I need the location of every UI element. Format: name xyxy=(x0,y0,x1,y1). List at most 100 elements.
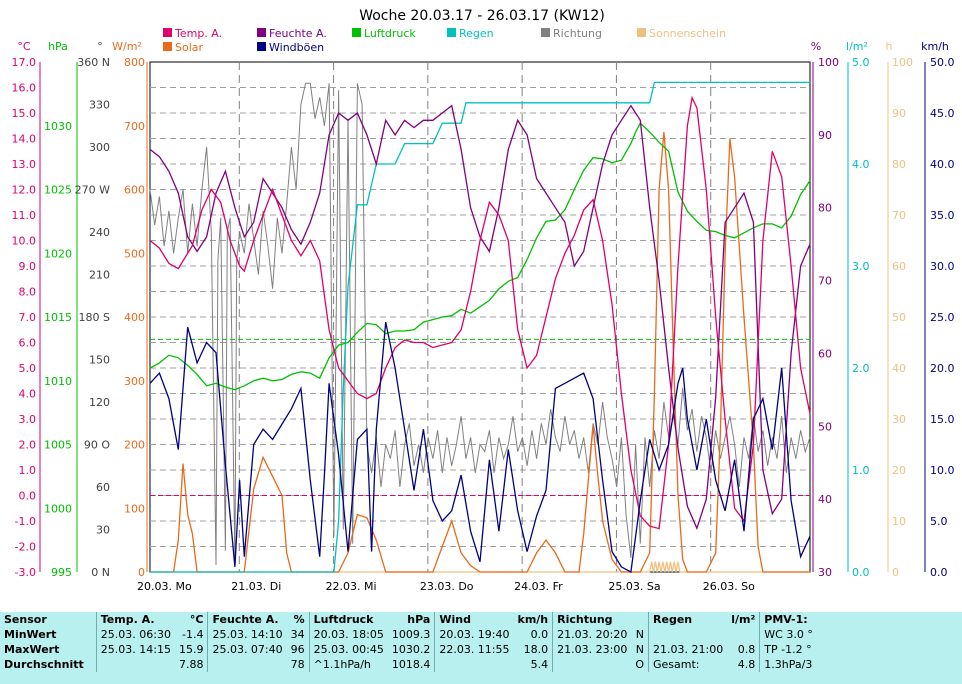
y-tick-label: 50 xyxy=(892,311,906,324)
axis-unit-label: % xyxy=(811,40,821,53)
y-tick-label: 700 xyxy=(124,120,145,133)
stats-spacer xyxy=(88,612,97,627)
legend-swatch xyxy=(637,28,646,37)
y-tick-label: -3.0 xyxy=(15,566,36,579)
y-tick-label: 10.0 xyxy=(12,235,37,248)
legend-label: Luftdruck xyxy=(364,27,416,40)
y-tick-label: 4.0 xyxy=(852,158,870,171)
statistics-table: Sensor Temp. A. °C Feuchte A.% Luftdruck hPa W… xyxy=(0,612,817,672)
y-tick-label: 300 xyxy=(124,375,145,388)
legend-swatch xyxy=(352,28,361,37)
stats-cell-time: 25.03. 07:40 xyxy=(207,642,287,657)
y-tick-label: 400 xyxy=(124,311,145,324)
stats-cell-time xyxy=(207,657,287,672)
y-tick-label: 180 S xyxy=(79,311,110,324)
stats-cell-time: 20.03. 18:05 xyxy=(308,627,388,642)
axis-unit-label: km/h xyxy=(921,40,949,53)
y-tick-label: 35.0 xyxy=(930,209,955,222)
grid xyxy=(150,62,810,572)
y-tick-label: 10 xyxy=(892,515,906,528)
statistics-panel: Sensor Temp. A. °C Feuchte A.% Luftdruck hPa W… xyxy=(0,612,962,684)
stats-unit: % xyxy=(293,613,305,626)
y-tick-label: 995 xyxy=(51,566,72,579)
y-tick-label: 2.0 xyxy=(852,362,870,375)
y-tick-label: 90 xyxy=(818,129,832,142)
y-tick-label: 100 xyxy=(892,56,913,69)
y-axes: 17.0 16.0 15.0 14.0 13.0 12.0 11.0 10.0 9.0 8.0 7.… xyxy=(12,56,955,579)
stats-cell: 1.3hPa/3 xyxy=(759,657,817,672)
y-tick-label: 1010 xyxy=(44,375,72,388)
y-tick-label: 210 xyxy=(89,269,110,282)
x-tick-label: 21.03. Di xyxy=(231,580,281,593)
stats-row: MaxWert 25.03. 14:15 15.9 25.03. 07:40 96 25.… xyxy=(0,642,817,657)
x-tick-label: 25.03. Sa xyxy=(608,580,660,593)
y-tick-label: 45.0 xyxy=(930,107,955,120)
y-tick-label: 30 xyxy=(892,413,906,426)
x-tick-label: 22.03. Mi xyxy=(326,580,377,593)
y-tick-label: 90 O xyxy=(84,439,110,452)
y-tick-label: 50 xyxy=(818,420,832,433)
y-tick-label: 20 xyxy=(892,464,906,477)
stats-cell-value: O xyxy=(635,658,645,671)
y-tick-label: 30.0 xyxy=(930,260,955,273)
y-tick-label: 500 xyxy=(124,247,145,260)
stats-cell-value: -1.4 xyxy=(181,628,204,641)
stats-cell-time: 21.03. 21:00 xyxy=(648,642,728,657)
y-tick-label: 1000 xyxy=(44,502,72,515)
axis-unit-label: l/m² xyxy=(846,40,868,53)
y-tick-label: 1.0 xyxy=(852,464,870,477)
y-tick-label: 0 N xyxy=(91,566,110,579)
stats-cell: TP -1.2 ° xyxy=(759,642,817,657)
series-line-temp xyxy=(149,95,811,530)
series-line-wind xyxy=(149,321,811,574)
y-tick-label: 5.0 xyxy=(19,362,37,375)
series-line-pressure xyxy=(149,122,811,391)
y-tick-label: 0.0 xyxy=(19,490,37,503)
y-tick-label: 70 xyxy=(818,275,832,288)
y-tick-label: 300 xyxy=(89,141,110,154)
stats-unit: hPa xyxy=(407,613,431,626)
stats-cell-value: 18.0 xyxy=(523,643,549,656)
series-line-direction xyxy=(149,82,811,565)
y-tick-label: 600 xyxy=(124,184,145,197)
stats-cell-time xyxy=(434,657,514,672)
y-tick-label: 10.0 xyxy=(930,464,955,477)
stats-unit: °C xyxy=(189,613,204,626)
y-tick-label: 1025 xyxy=(44,184,72,197)
axis-unit-label: h xyxy=(886,40,893,53)
stats-cell-value: 5.4 xyxy=(530,658,549,671)
stats-cell-value: 1009.3 xyxy=(391,628,431,641)
series-line-humidity xyxy=(149,104,811,531)
y-tick-label: 80 xyxy=(892,158,906,171)
stats-header: Richtung xyxy=(552,612,632,627)
stats-cell: WC 3.0 ° xyxy=(759,627,817,642)
legend-label: Sonnenschein xyxy=(649,27,726,40)
y-tick-label: 120 xyxy=(89,396,110,409)
y-tick-label: -2.0 xyxy=(15,541,36,554)
axis-unit-label: hPa xyxy=(48,40,68,53)
y-tick-label: 1020 xyxy=(44,247,72,260)
series-line-solar xyxy=(150,132,810,573)
stats-row-label: MinWert xyxy=(4,628,57,641)
y-tick-label: 5.0 xyxy=(930,515,948,528)
legend-label: Regen xyxy=(459,27,494,40)
stats-row: Durchschnitt 7.88 78 ^1.1hPa/h 1018.4 5.4 O Ges… xyxy=(0,657,817,672)
legend-swatch xyxy=(447,28,456,37)
y-tick-label: 14.0 xyxy=(12,133,37,146)
stats-cell-time: 20.03. 19:40 xyxy=(434,627,514,642)
stats-row: MinWert 25.03. 06:30 -1.4 25.03. 14:10 34 20.… xyxy=(0,627,817,642)
legend-swatch xyxy=(257,28,266,37)
stats-unit xyxy=(631,612,648,627)
series-layer xyxy=(149,81,811,574)
y-tick-label: 25.0 xyxy=(930,311,955,324)
y-tick-label: 12.0 xyxy=(12,184,37,197)
weather-chart: Woche 20.03.17 - 26.03.17 (KW12) Temp. A… xyxy=(12,8,955,593)
legend-swatch xyxy=(541,28,550,37)
y-tick-label: -1.0 xyxy=(15,515,36,528)
y-tick-label: 15.0 xyxy=(930,413,955,426)
stats-spacer xyxy=(88,627,97,642)
stats-cell-value: N xyxy=(635,628,645,641)
legend-swatch xyxy=(163,28,172,37)
y-tick-label: 40 xyxy=(892,362,906,375)
y-tick-label: 20.0 xyxy=(930,362,955,375)
